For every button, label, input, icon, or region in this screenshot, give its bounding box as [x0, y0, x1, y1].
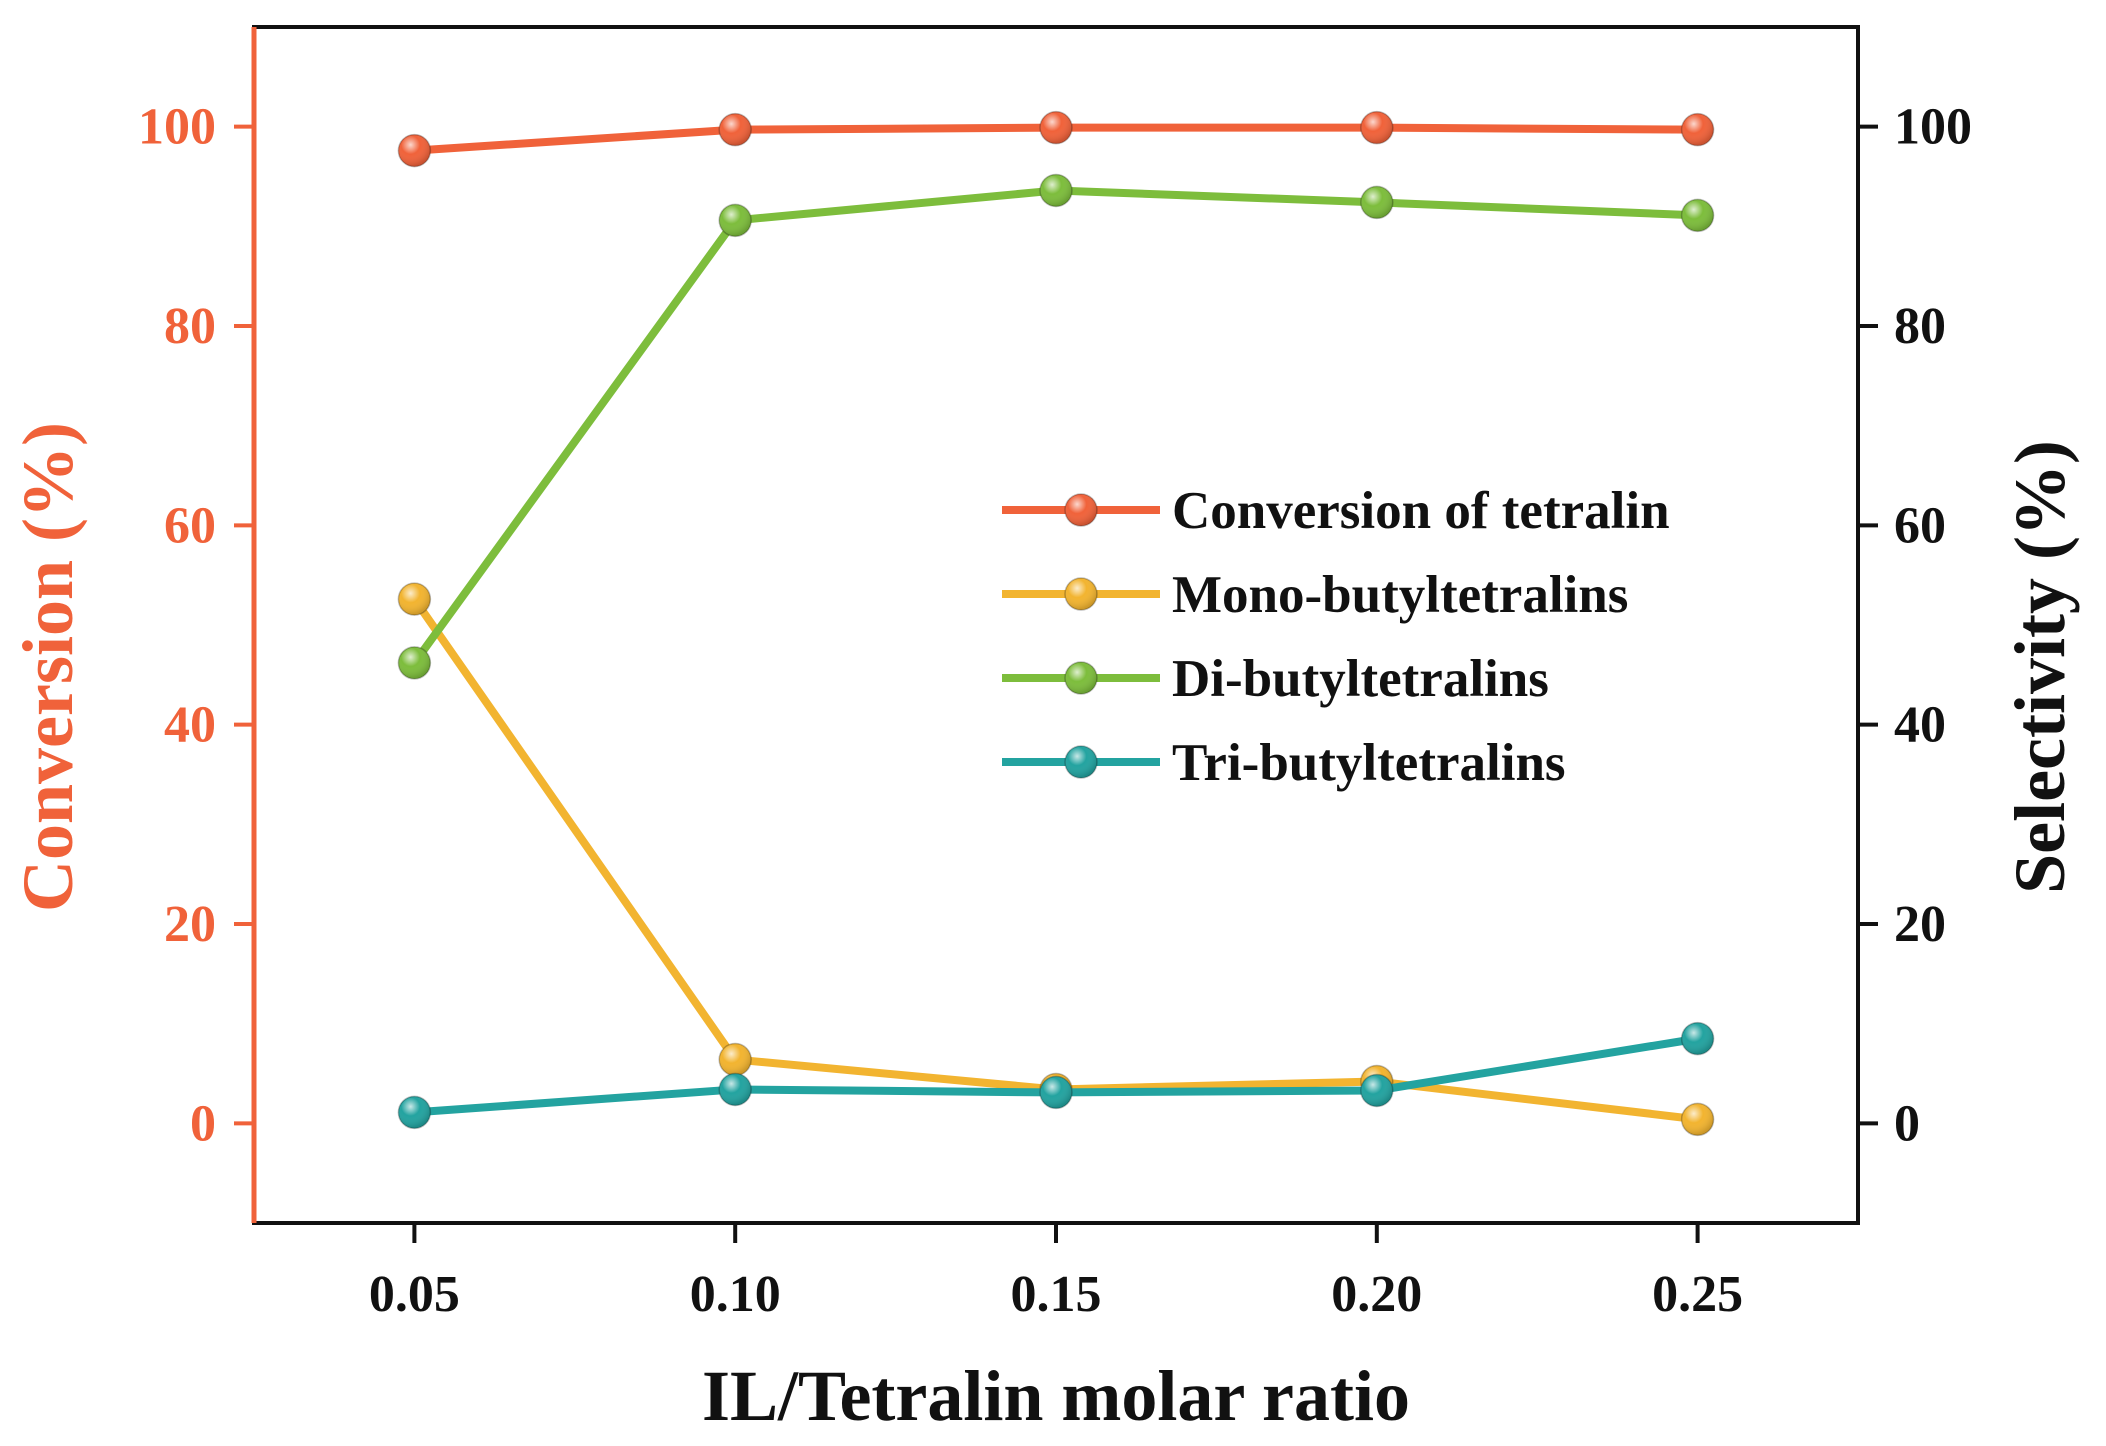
left-y-tick-label: 20: [164, 896, 216, 953]
data-point-highlight: [1681, 1022, 1714, 1055]
data-point-highlight: [1360, 186, 1393, 219]
legend: Conversion of tetralin Mono-butyltetralin…: [1002, 482, 1670, 792]
data-point-highlight: [719, 1043, 752, 1076]
x-axis-ticks: 0.05 0.10 0.15 0.20 0.25: [369, 1223, 1743, 1323]
data-point-highlight: [1360, 111, 1393, 144]
legend-item: Tri-butyltetralins: [1002, 734, 1566, 792]
legend-item: Mono-butyltetralins: [1002, 566, 1628, 624]
legend-label: Di-butyltetralins: [1172, 650, 1549, 708]
data-point-highlight: [398, 134, 431, 167]
data-point-highlight: [398, 646, 431, 679]
right-y-tick-label: 0: [1894, 1095, 1920, 1152]
x-tick-label: 0.20: [1331, 1266, 1422, 1323]
legend-label: Tri-butyltetralins: [1172, 734, 1566, 792]
data-point-highlight: [1040, 1076, 1072, 1109]
legend-item: Conversion of tetralin: [1002, 482, 1670, 540]
left-y-axis: 0 20 40 60 80 100: [138, 99, 254, 1152]
data-point-highlight: [719, 1073, 752, 1106]
x-tick-label: 0.05: [369, 1266, 460, 1323]
data-point-highlight: [1681, 199, 1714, 232]
data-point-highlight: [398, 1096, 431, 1129]
series-di-butyltetralins: [397, 173, 1715, 680]
data-point-highlight: [1681, 113, 1714, 146]
legend-label: Conversion of tetralin: [1172, 482, 1670, 540]
x-tick-label: 0.10: [690, 1266, 781, 1323]
right-y-axis: 0 20 40 60 80 100: [1858, 99, 1972, 1152]
series-tri-butyltetralins: [397, 1021, 1715, 1130]
data-point-highlight: [1681, 1103, 1714, 1136]
legend-label: Mono-butyltetralins: [1172, 566, 1628, 624]
right-y-tick-label: 60: [1894, 497, 1946, 554]
x-tick-label: 0.25: [1652, 1266, 1743, 1323]
series-conversion-of-tetralin: [397, 110, 1715, 168]
left-y-axis-title: Conversion (%): [8, 422, 88, 912]
right-y-tick-label: 80: [1894, 298, 1946, 355]
data-point-highlight: [1040, 174, 1072, 207]
legend-swatch-highlight: [1065, 578, 1097, 610]
left-y-tick-label: 60: [164, 497, 216, 554]
left-y-tick-label: 100: [138, 99, 216, 156]
x-tick-label: 0.15: [1011, 1266, 1102, 1323]
right-y-tick-label: 20: [1894, 896, 1946, 953]
data-point-highlight: [398, 583, 431, 616]
legend-swatch-highlight: [1065, 494, 1097, 526]
data-point-highlight: [719, 113, 752, 146]
data-point-highlight: [1360, 1074, 1393, 1107]
right-y-axis-title: Selectivity (%): [2000, 440, 2080, 894]
left-y-tick-label: 80: [164, 298, 216, 355]
legend-item: Di-butyltetralins: [1002, 650, 1549, 708]
x-axis-title: IL/Tetralin molar ratio: [702, 1356, 1410, 1436]
data-point-highlight: [719, 204, 752, 237]
legend-swatch-highlight: [1065, 662, 1097, 694]
data-point-highlight: [1040, 111, 1072, 144]
series-layer: [397, 110, 1715, 1137]
right-y-tick-label: 40: [1894, 697, 1946, 754]
left-y-tick-label: 40: [164, 697, 216, 754]
left-y-tick-label: 0: [190, 1095, 216, 1152]
legend-swatch-highlight: [1065, 746, 1097, 778]
right-y-tick-label: 100: [1894, 99, 1972, 156]
